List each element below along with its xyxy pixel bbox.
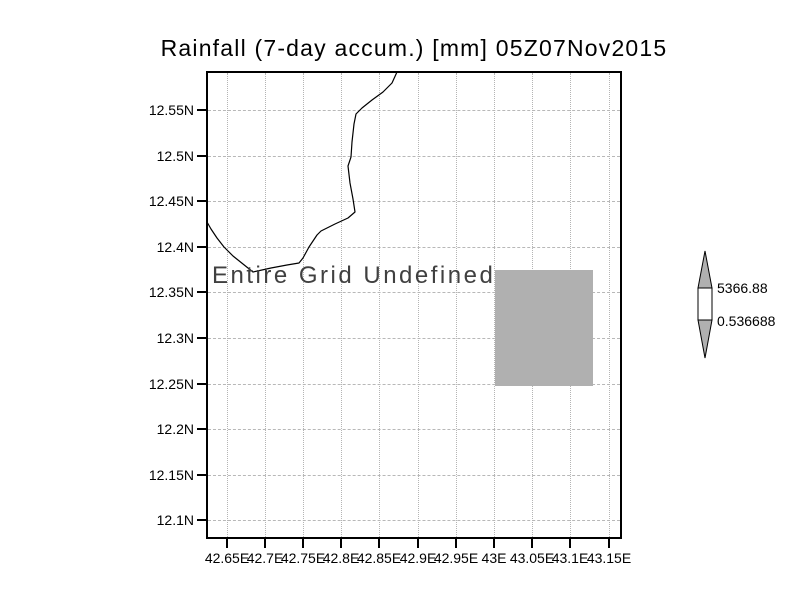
x-axis-label: 42.95E <box>433 550 479 566</box>
grid-line-h <box>208 110 620 111</box>
grid-line-v <box>341 73 342 537</box>
x-axis-tick <box>493 539 495 548</box>
y-axis-label: 12.15N <box>148 467 194 483</box>
grid-line-v <box>456 73 457 537</box>
y-axis-label: 12.1N <box>156 512 194 528</box>
x-axis-tick <box>302 539 304 548</box>
x-axis-tick <box>417 539 419 548</box>
y-axis-tick <box>197 200 206 202</box>
grid-line-v <box>418 73 419 537</box>
x-axis-label: 43.05E <box>509 550 555 566</box>
y-axis-label: 12.45N <box>148 193 194 209</box>
x-axis-tick <box>340 539 342 548</box>
x-axis-label: 42.8E <box>322 550 360 566</box>
y-axis-label: 12.5N <box>156 148 194 164</box>
x-axis-tick <box>608 539 610 548</box>
undefined-grid-label: Entire Grid Undefined <box>212 262 496 289</box>
grid-line-v <box>227 73 228 537</box>
y-axis-tick <box>197 155 206 157</box>
colorbar-top-arrow-icon <box>697 250 713 289</box>
x-axis-label: 42.65E <box>204 550 250 566</box>
grid-line-h <box>208 247 620 248</box>
y-axis-label: 12.2N <box>156 421 194 437</box>
grid-line-h <box>208 201 620 202</box>
x-axis-label: 42.7E <box>246 550 284 566</box>
grid-line-h <box>208 384 620 385</box>
grid-line-v <box>379 73 380 537</box>
grid-line-v <box>609 73 610 537</box>
y-axis-tick <box>197 428 206 430</box>
y-axis-label: 12.3N <box>156 330 194 346</box>
x-axis-label: 42.75E <box>280 550 326 566</box>
x-axis-label: 43E <box>481 550 507 566</box>
x-axis-label: 42.9E <box>399 550 437 566</box>
y-axis-tick <box>197 474 206 476</box>
colorbar-bottom-arrow-icon <box>697 319 713 359</box>
x-axis-label: 43.1E <box>551 550 589 566</box>
colorbar-box <box>697 287 713 321</box>
grid-line-h <box>208 156 620 157</box>
y-axis-label: 12.4N <box>156 239 194 255</box>
y-axis-label: 12.55N <box>148 102 194 118</box>
y-axis-tick <box>197 246 206 248</box>
x-axis-tick <box>264 539 266 548</box>
colorbar <box>697 250 713 359</box>
x-axis-tick <box>455 539 457 548</box>
grid-line-h <box>208 475 620 476</box>
x-axis-tick <box>226 539 228 548</box>
x-axis-label: 43.15E <box>586 550 632 566</box>
plot-title: Rainfall (7-day accum.) [mm] 05Z07Nov201… <box>160 35 668 61</box>
colorbar-max-label: 5366.88 <box>717 280 768 296</box>
y-axis-label: 12.25N <box>148 376 194 392</box>
shaded-data-cell <box>495 270 593 386</box>
grid-line-v <box>303 73 304 537</box>
grid-line-v <box>265 73 266 537</box>
y-axis-tick <box>197 337 206 339</box>
x-axis-tick <box>378 539 380 548</box>
plot-frame <box>206 71 622 539</box>
colorbar-min-label: 0.536688 <box>717 313 776 329</box>
y-axis-tick <box>197 383 206 385</box>
x-axis-tick <box>531 539 533 548</box>
x-axis-tick <box>569 539 571 548</box>
grid-line-h <box>208 520 620 521</box>
grid-line-h <box>208 292 620 293</box>
grid-line-h <box>208 338 620 339</box>
y-axis-tick <box>197 109 206 111</box>
y-axis-label: 12.35N <box>148 284 194 300</box>
y-axis-tick <box>197 291 206 293</box>
grid-line-v <box>494 73 495 537</box>
x-axis-label: 42.85E <box>356 550 402 566</box>
grid-line-h <box>208 429 620 430</box>
y-axis-tick <box>197 519 206 521</box>
